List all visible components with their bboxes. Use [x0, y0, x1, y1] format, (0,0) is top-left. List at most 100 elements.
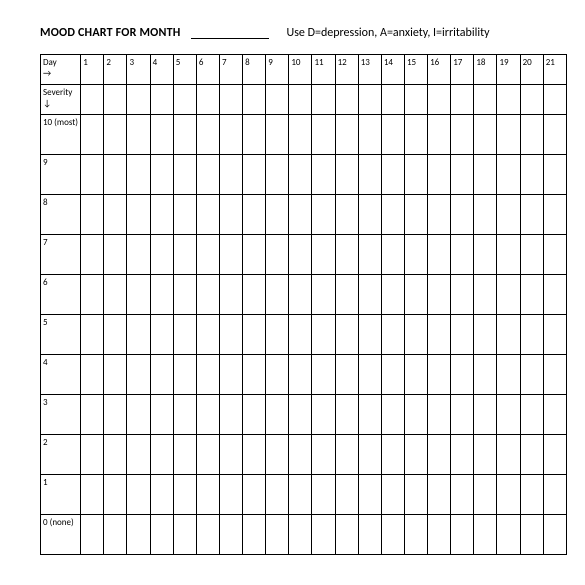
- cell: [312, 195, 335, 235]
- cell: [289, 355, 312, 395]
- cell: [520, 85, 543, 115]
- cell: [312, 85, 335, 115]
- cell: [497, 355, 520, 395]
- cell: [404, 515, 427, 555]
- cell: [474, 195, 497, 235]
- cell: [428, 315, 451, 355]
- cell: [358, 195, 381, 235]
- cell: [451, 235, 474, 275]
- cell: [127, 355, 150, 395]
- severity-cell: 10 (most): [41, 115, 81, 155]
- cell: [150, 275, 173, 315]
- severity-cell: 3: [41, 395, 81, 435]
- cell: [266, 515, 289, 555]
- cell: [289, 85, 312, 115]
- cell: [474, 355, 497, 395]
- cell: [219, 195, 242, 235]
- cell: [381, 515, 404, 555]
- cell: [196, 235, 219, 275]
- month-blank-line: [191, 27, 269, 39]
- cell: [497, 155, 520, 195]
- cell: [312, 315, 335, 355]
- cell: [497, 395, 520, 435]
- cell: [243, 315, 266, 355]
- cell: [289, 395, 312, 435]
- cell: [543, 395, 566, 435]
- day-col: 1: [81, 55, 104, 85]
- cell: [358, 315, 381, 355]
- severity-cell: 9: [41, 155, 81, 195]
- cell: [474, 515, 497, 555]
- cell: [127, 85, 150, 115]
- cell: [312, 355, 335, 395]
- cell: [289, 235, 312, 275]
- cell: [335, 85, 358, 115]
- cell: [289, 275, 312, 315]
- cell: [520, 155, 543, 195]
- severity-cell: 4: [41, 355, 81, 395]
- cell: [381, 475, 404, 515]
- cell: [335, 475, 358, 515]
- day-col: 7: [219, 55, 242, 85]
- cell: [520, 355, 543, 395]
- cell: [474, 475, 497, 515]
- day-col: 3: [127, 55, 150, 85]
- cell: [543, 515, 566, 555]
- day-header-row: Day → 1 2 3 4 5 6 7 8 9 10 11 12 13 14 1…: [41, 55, 567, 85]
- cell: [243, 85, 266, 115]
- day-col: 4: [150, 55, 173, 85]
- table-row: 8: [41, 195, 567, 235]
- table-row: 4: [41, 355, 567, 395]
- cell: [428, 515, 451, 555]
- cell: [497, 515, 520, 555]
- day-col: 14: [381, 55, 404, 85]
- cell: [335, 515, 358, 555]
- cell: [543, 315, 566, 355]
- cell: [173, 315, 196, 355]
- cell: [81, 475, 104, 515]
- day-col: 8: [243, 55, 266, 85]
- day-col: 21: [543, 55, 566, 85]
- cell: [520, 315, 543, 355]
- cell: [520, 275, 543, 315]
- severity-cell: 1: [41, 475, 81, 515]
- cell: [312, 155, 335, 195]
- cell: [289, 515, 312, 555]
- cell: [474, 275, 497, 315]
- table-row: 10 (most): [41, 115, 567, 155]
- cell: [173, 115, 196, 155]
- cell: [428, 85, 451, 115]
- header: MOOD CHART FOR MONTH Use D=depression, A…: [40, 26, 567, 40]
- cell: [381, 315, 404, 355]
- cell: [127, 195, 150, 235]
- table-row: 9: [41, 155, 567, 195]
- cell: [474, 235, 497, 275]
- day-col: 19: [497, 55, 520, 85]
- cell: [150, 395, 173, 435]
- cell: [451, 515, 474, 555]
- cell: [428, 115, 451, 155]
- cell: [381, 115, 404, 155]
- cell: [127, 435, 150, 475]
- cell: [404, 235, 427, 275]
- cell: [451, 355, 474, 395]
- severity-cell: 0 (none): [41, 515, 81, 555]
- cell: [173, 435, 196, 475]
- cell: [381, 155, 404, 195]
- cell: [81, 115, 104, 155]
- cell: [543, 235, 566, 275]
- severity-cell: 5: [41, 315, 81, 355]
- cell: [81, 515, 104, 555]
- cell: [266, 85, 289, 115]
- cell: [196, 475, 219, 515]
- cell: [520, 115, 543, 155]
- mood-chart-table: Day → 1 2 3 4 5 6 7 8 9 10 11 12 13 14 1…: [40, 54, 567, 555]
- cell: [81, 355, 104, 395]
- page-title: MOOD CHART FOR MONTH: [40, 26, 181, 40]
- cell: [219, 315, 242, 355]
- cell: [219, 355, 242, 395]
- cell: [451, 395, 474, 435]
- cell: [381, 85, 404, 115]
- cell: [104, 475, 127, 515]
- cell: [335, 155, 358, 195]
